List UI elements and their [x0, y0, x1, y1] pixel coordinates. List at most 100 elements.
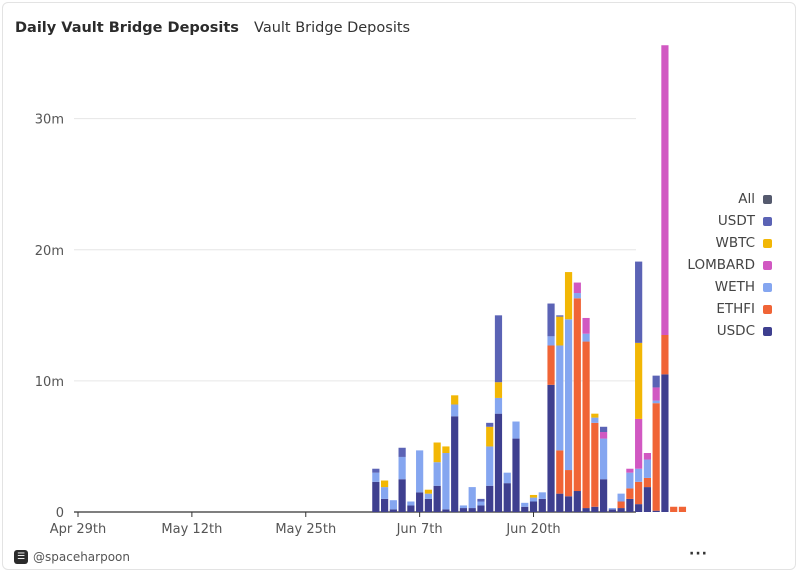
legend-item-usdt[interactable]: USDT	[687, 210, 772, 232]
bar-segment-usdc	[407, 505, 414, 512]
bar-segment-weth	[530, 498, 537, 502]
bar-segment-usdc	[591, 507, 598, 512]
bar-segment-weth	[425, 494, 432, 499]
legend-item-lombard[interactable]: LOMBARD	[687, 254, 772, 276]
legend-label: USDT	[718, 213, 755, 229]
bar-segment-usdt	[372, 469, 379, 473]
bar-segment-lombard	[574, 283, 581, 293]
bar-segment-lombard	[626, 469, 633, 473]
bar-segment-weth	[591, 418, 598, 423]
bar-segment-weth	[574, 293, 581, 298]
bar-segment-lombard	[635, 419, 642, 469]
bar-segment-weth	[407, 502, 414, 506]
bar-segment-usdc	[547, 385, 554, 512]
bar-segment-lombard	[653, 387, 660, 400]
bar-segment-usdc	[416, 492, 423, 512]
bar-segment-weth	[460, 505, 467, 508]
bar-segment-usdc	[661, 374, 668, 512]
bar-segment-weth	[469, 487, 476, 508]
bar-segment-weth	[556, 345, 563, 450]
bar-segment-weth	[539, 492, 546, 499]
bar-segment-wbtc	[442, 446, 449, 453]
bar-segment-ethfi	[644, 478, 651, 487]
bar-segment-weth	[521, 503, 528, 507]
bar-segment-wbtc	[565, 272, 572, 319]
bar-segment-usdc	[442, 509, 449, 512]
legend-swatch	[763, 217, 772, 226]
bar-segment-usdc	[372, 482, 379, 512]
bar-segment-weth	[635, 469, 642, 482]
y-tick-label: 20m	[35, 244, 64, 259]
bar-segment-usdc	[600, 479, 607, 512]
legend-swatch	[763, 327, 772, 336]
author-handle[interactable]: @spaceharpoon	[33, 550, 130, 564]
bar-segment-ethfi	[565, 470, 572, 496]
bar-segment-usdc	[521, 507, 528, 512]
bar-segment-weth	[504, 473, 511, 483]
bar-segment-wbtc	[486, 427, 493, 447]
bar-segment-wbtc	[530, 495, 537, 498]
bar-segment-weth	[644, 460, 651, 478]
legend-label: WETH	[715, 279, 755, 295]
bar-segment-usdt	[486, 423, 493, 427]
bar-segment-usdc	[425, 499, 432, 512]
bar-segment-wbtc	[556, 317, 563, 346]
bar-segment-weth	[434, 462, 441, 486]
bar-segment-ethfi	[574, 298, 581, 491]
legend-item-usdc[interactable]: USDC	[687, 320, 772, 342]
bar-segment-usdt	[600, 427, 607, 432]
x-tick-label: Jun 20th	[505, 522, 560, 537]
bar-segment-usdc	[390, 509, 397, 512]
bar-segment-usdc	[460, 508, 467, 512]
bar-segment-usdc	[381, 499, 388, 512]
x-tick-label: May 12th	[161, 522, 222, 537]
bar-segment-usdc	[653, 511, 660, 512]
bar-segment-usdc	[582, 508, 589, 512]
legend-item-all[interactable]: All	[687, 188, 772, 210]
bar-segment-ethfi	[635, 482, 642, 504]
bar-segment-usdc	[504, 483, 511, 512]
bar-segment-usdt	[635, 262, 642, 343]
bar-segment-usdt	[495, 315, 502, 382]
bar-segment-usdt	[653, 376, 660, 388]
bar-segment-lombard	[661, 45, 668, 335]
bar-segment-weth	[416, 450, 423, 492]
bar-segment-weth	[495, 398, 502, 414]
y-tick-label: 10m	[35, 375, 64, 390]
bar-segment-weth	[442, 453, 449, 509]
bar-segment-weth	[609, 508, 616, 509]
bar-segment-ethfi	[591, 423, 598, 507]
legend-item-wbtc[interactable]: WBTC	[687, 232, 772, 254]
legend-swatch	[763, 239, 772, 248]
legend-label: ETHFI	[716, 301, 755, 317]
bar-segment-usdc	[644, 487, 651, 512]
bar-segment-usdt	[477, 499, 484, 502]
bar-segment-usdc	[565, 496, 572, 512]
bar-segment-usdc	[635, 504, 642, 512]
bar-segment-weth	[486, 446, 493, 485]
footer: ☰ @spaceharpoon	[14, 550, 130, 564]
bar-segment-wbtc	[495, 382, 502, 398]
legend-label: LOMBARD	[687, 257, 755, 273]
bar-segment-ethfi	[556, 450, 563, 493]
bar-segment-ethfi	[653, 403, 660, 511]
legend-item-ethfi[interactable]: ETHFI	[687, 298, 772, 320]
bar-segment-lombard	[582, 318, 589, 334]
legend-item-weth[interactable]: WETH	[687, 276, 772, 298]
bar-segment-usdc	[574, 491, 581, 512]
x-tick-label: May 25th	[275, 522, 336, 537]
more-options-icon[interactable]: ···	[689, 546, 708, 562]
bar-segment-weth	[477, 502, 484, 506]
bar-segment-usdc	[451, 416, 458, 512]
legend-swatch	[763, 195, 772, 204]
bar-segment-wbtc	[425, 490, 432, 494]
bar-segment-weth	[451, 404, 458, 416]
bar-segment-wbtc	[381, 481, 388, 488]
bar-segment-ethfi	[547, 345, 554, 384]
bar-segment-wbtc	[635, 343, 642, 419]
bar-segment-ethfi	[679, 507, 686, 512]
bar-segment-wbtc	[434, 443, 441, 463]
bar-segment-usdc	[512, 439, 519, 512]
chart-legend: All USDT WBTC LOMBARD WETH ETHFI USDC	[687, 188, 772, 342]
